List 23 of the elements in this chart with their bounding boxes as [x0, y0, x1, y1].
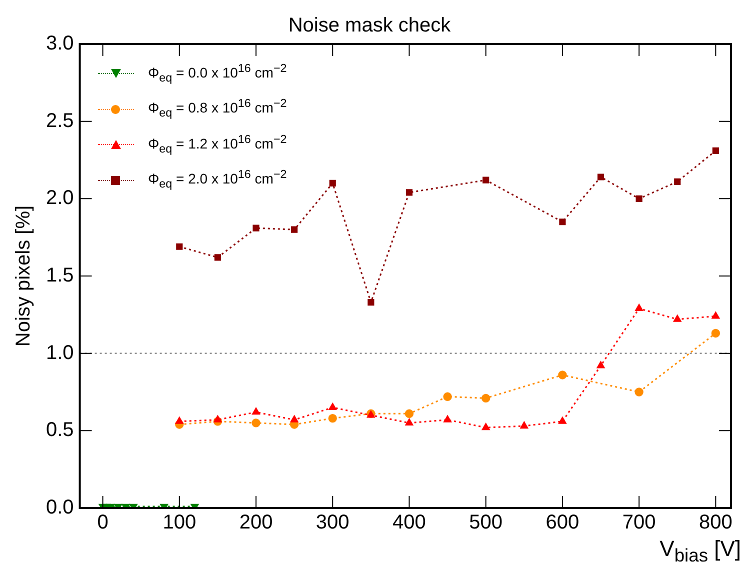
y-tick-label: 2.5 [46, 110, 74, 132]
legend-label: Φ$_{eq}$ = 1.2 x 10$^{16}$ cm$^{−2}$ [148, 132, 287, 158]
x-axis-title: V$_{bias}$ [V] [658, 536, 742, 566]
y-tick-label: 2.0 [46, 187, 74, 210]
y-tick-label: 1.0 [46, 342, 74, 364]
legend-label: Φ$_{eq}$ = 2.0 x 10$^{16}$ cm$^{−2}$ [148, 167, 287, 193]
y-tick-label: 0.5 [46, 419, 74, 442]
x-tick-label: 600 [546, 512, 580, 534]
y-tick-label: 1.5 [46, 264, 74, 287]
chart-title: Noise mask check [288, 14, 452, 37]
x-tick-label: 300 [316, 512, 350, 534]
x-tick-label: 500 [469, 512, 503, 534]
x-tick-label: 800 [698, 512, 732, 534]
legend-label: Φ$_{eq}$ = 0.0 x 10$^{16}$ cm$^{−2}$ [148, 61, 287, 86]
x-tick-label: 200 [239, 512, 273, 534]
x-tick-label: 100 [162, 512, 196, 534]
y-axis-title: Noisy pixels [%] [12, 205, 35, 347]
legend-label: Φ$_{eq}$ = 0.8 x 10$^{16}$ cm$^{−2}$ [148, 96, 287, 122]
y-tick-label: 0.0 [46, 496, 74, 519]
x-tick-label: 0 [97, 512, 108, 534]
y-tick-label: 3.0 [46, 32, 74, 55]
x-tick-label: 700 [622, 512, 656, 534]
x-tick-label: 400 [392, 512, 426, 534]
